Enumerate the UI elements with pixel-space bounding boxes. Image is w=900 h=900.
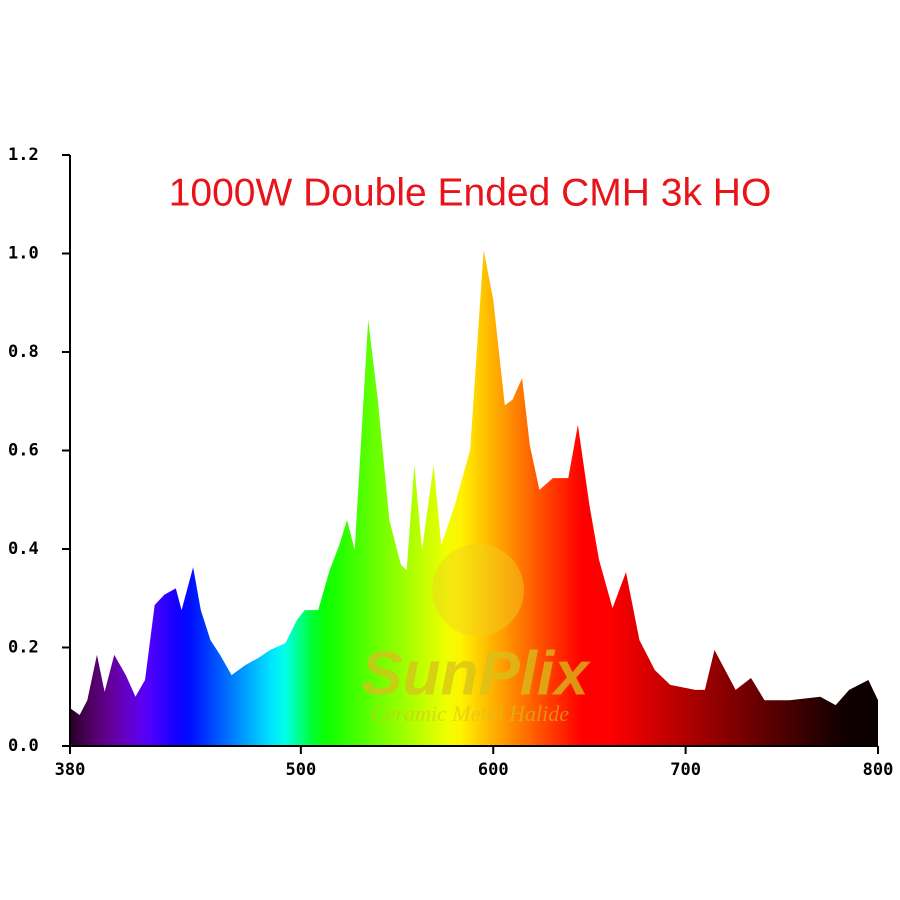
- x-tick-label: 700: [670, 760, 701, 780]
- y-tick-label: 0.6: [8, 441, 39, 461]
- watermark-brand: SunPlix: [361, 639, 591, 708]
- x-tick-label: 380: [55, 760, 86, 780]
- watermark-logo: [432, 544, 524, 636]
- spectrum-area: [70, 250, 878, 747]
- y-tick-label: 1.2: [8, 145, 39, 165]
- x-tick-label: 600: [478, 760, 509, 780]
- y-tick-label: 0.8: [8, 342, 39, 362]
- y-tick-label: 0.0: [8, 736, 39, 756]
- x-tick-label: 800: [863, 760, 894, 780]
- y-tick-label: 1.0: [8, 244, 39, 264]
- x-tick-label: 500: [285, 760, 316, 780]
- y-tick-label: 0.4: [8, 539, 39, 559]
- y-tick-label: 0.2: [8, 638, 39, 658]
- chart-title: 1000W Double Ended CMH 3k HO: [169, 171, 772, 214]
- watermark-tagline: Ceramic Metal Halide: [371, 701, 569, 726]
